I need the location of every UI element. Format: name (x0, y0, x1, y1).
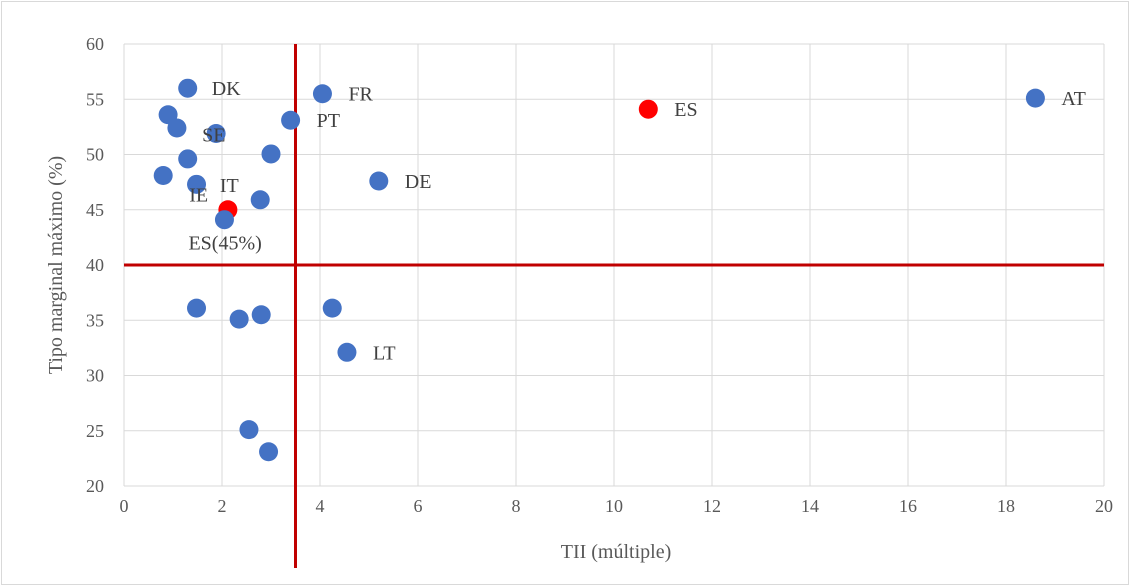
x-tick-label: 10 (605, 496, 623, 516)
data-label: PT (317, 110, 340, 132)
y-axis-title: Tipo marginal máximo (%) (45, 156, 67, 374)
y-tick-label: 50 (86, 145, 104, 165)
y-tick-label: 45 (86, 200, 104, 220)
reference-lines (124, 44, 1104, 568)
data-point (187, 174, 207, 194)
x-tick-label: 16 (899, 496, 917, 516)
data-point (337, 342, 357, 362)
x-axis-title: TII (múltiple) (561, 541, 672, 563)
data-label: SE (202, 125, 225, 147)
y-tick-label: 30 (86, 366, 104, 386)
x-tick-label: 20 (1095, 496, 1113, 516)
data-point (167, 118, 187, 138)
data-point (214, 210, 234, 230)
y-tick-label: 20 (86, 476, 104, 496)
data-point (312, 84, 332, 104)
x-tick-label: 6 (414, 496, 423, 516)
data-point (259, 442, 279, 462)
data-point (369, 171, 389, 191)
data-point (206, 124, 226, 144)
data-label: ES (674, 99, 697, 121)
y-tick-label: 40 (86, 255, 104, 275)
data-point (153, 165, 173, 185)
data-point (251, 305, 271, 325)
data-point (250, 190, 270, 210)
x-tick-label: 0 (120, 496, 129, 516)
data-label: IE (189, 184, 208, 206)
data-label: FR (348, 84, 373, 106)
data-label: DE (405, 171, 432, 193)
y-tick-label: 60 (86, 34, 104, 54)
x-tick-label: 4 (316, 496, 325, 516)
data-label: IT (220, 175, 239, 197)
x-tick-label: 12 (703, 496, 721, 516)
x-tick-label: 2 (218, 496, 227, 516)
highlighted-data-point (638, 99, 658, 119)
data-label: LT (373, 342, 396, 364)
x-tick-label: 14 (801, 496, 819, 516)
data-labels: DK FR AT ES PT SE IE DE IT ES(45%) LT (188, 78, 1085, 364)
data-point (178, 78, 198, 98)
y-tick-label: 35 (86, 310, 104, 330)
data-points (153, 78, 1045, 462)
data-point (187, 298, 207, 318)
data-label: AT (1061, 88, 1085, 110)
data-point (281, 110, 301, 130)
data-label: ES(45%) (188, 233, 261, 255)
gridlines (123, 43, 1105, 487)
y-tick-label: 25 (86, 421, 104, 441)
y-tick-label: 55 (86, 89, 104, 109)
data-point (239, 420, 259, 440)
data-point (229, 309, 249, 329)
x-tick-label: 18 (997, 496, 1015, 516)
data-label: DK (212, 78, 241, 100)
data-point (178, 149, 198, 169)
x-tick-label: 8 (512, 496, 521, 516)
tick-labels: 0 2 4 6 8 10 12 14 16 18 20 20 25 30 35 40 45 50 55 60 (86, 34, 1113, 516)
data-point (1025, 88, 1045, 108)
data-point (322, 298, 342, 318)
data-point (261, 144, 281, 164)
